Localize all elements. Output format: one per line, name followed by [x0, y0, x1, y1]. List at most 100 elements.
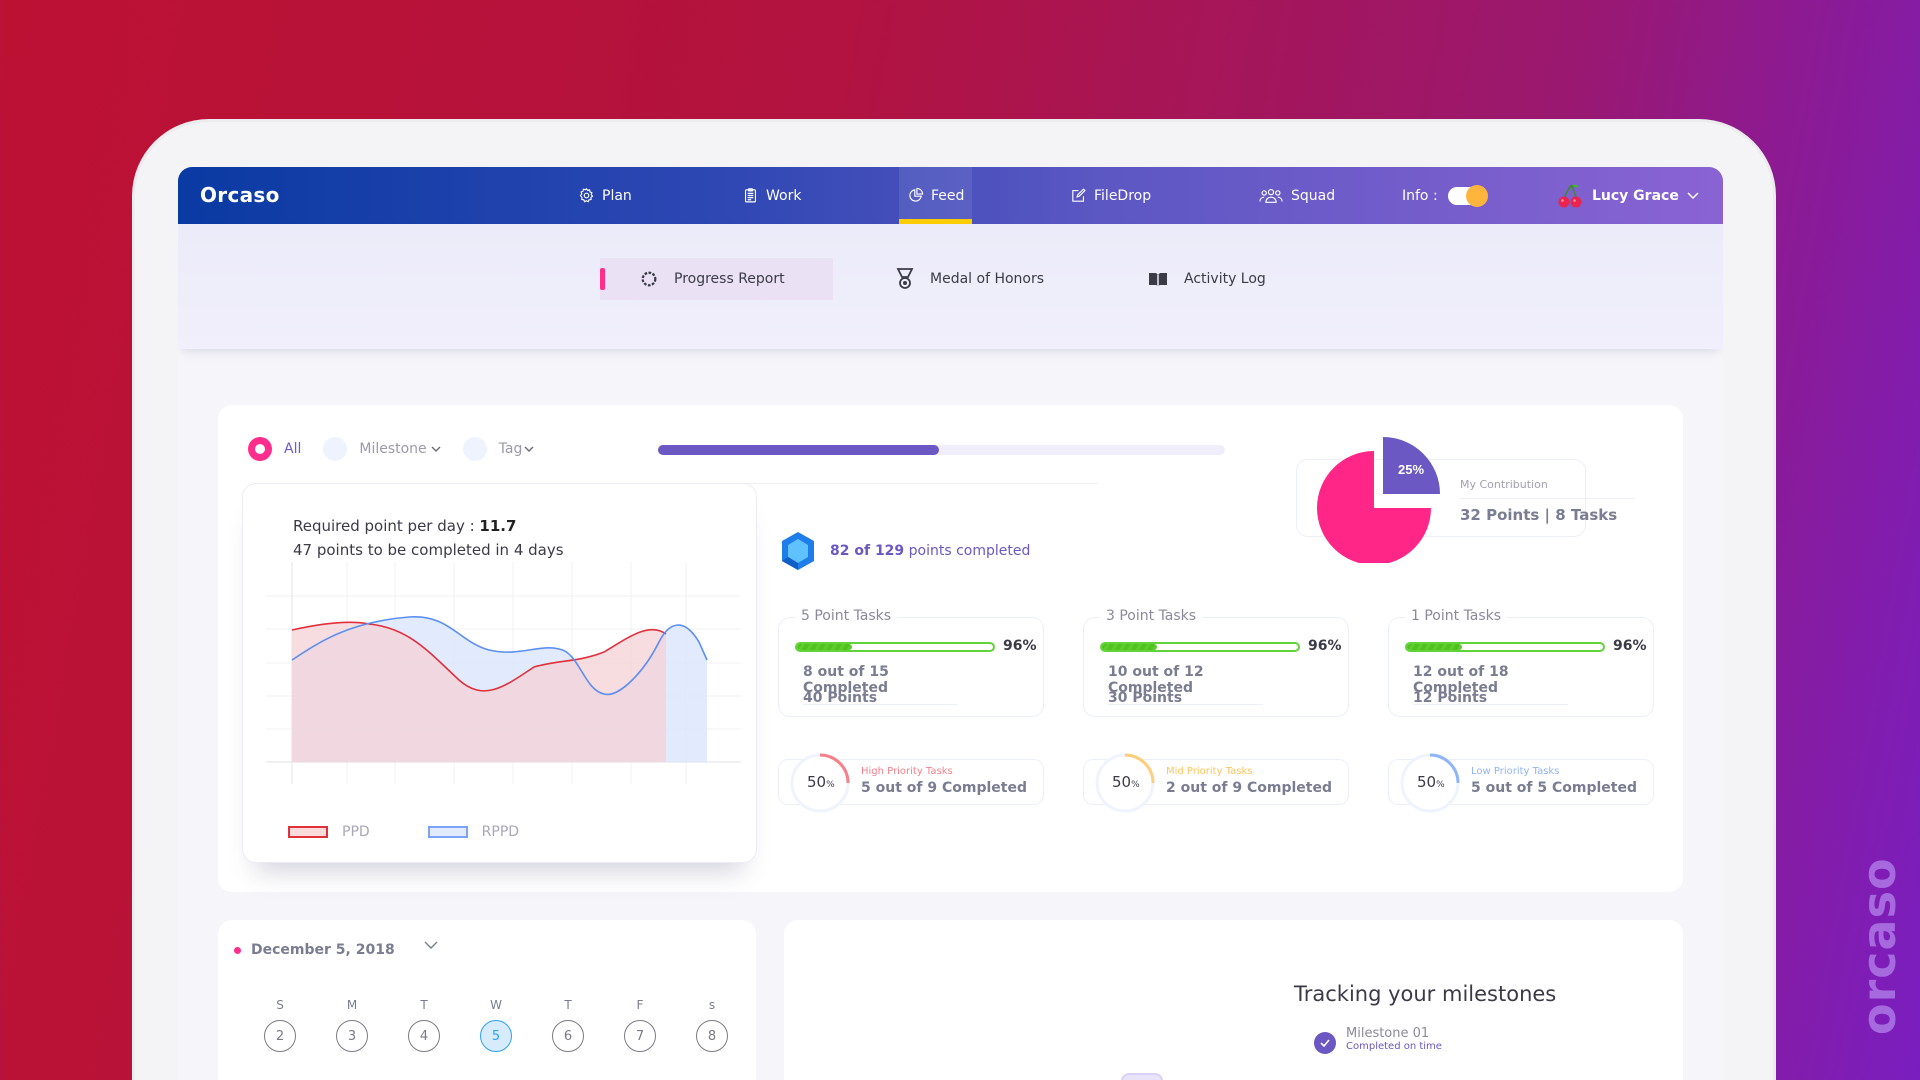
- priority-ring: [790, 753, 850, 813]
- tab-label: Progress Report: [674, 271, 785, 287]
- progress-card: All Milestone Tag Required point per day…: [218, 405, 1683, 892]
- nav-item-plan[interactable]: Plan: [578, 167, 632, 224]
- pie-chart-icon: [909, 187, 924, 202]
- tab-activity-log[interactable]: Activity Log: [1148, 258, 1266, 300]
- user-name: Lucy Grace: [1592, 187, 1679, 204]
- priority-card-mid: 50% Mid Priority Tasks 2 out of 9 Comple…: [1083, 753, 1349, 813]
- milestones-title: Tracking your milestones: [1294, 982, 1557, 1006]
- milestone-item[interactable]: Milestone 01 Completed on time: [1314, 1026, 1442, 1054]
- tab-progress-report[interactable]: Progress Report: [600, 258, 833, 300]
- priority-value: 5 out of 5 Completed: [1471, 780, 1637, 796]
- day-number[interactable]: 6: [552, 1020, 584, 1052]
- priority-percent: 50%: [1112, 773, 1140, 791]
- contribution-label: My Contribution: [1460, 478, 1635, 499]
- user-menu[interactable]: Lucy Grace: [1556, 167, 1699, 224]
- day-of-week: W: [490, 998, 502, 1012]
- task-progress-fill: [797, 644, 852, 650]
- contribution-text: My Contribution 32 Points | 8 Tasks: [1460, 478, 1635, 524]
- points-done-value: 82 of 129: [830, 543, 905, 559]
- overall-progress-fill: [658, 445, 939, 455]
- filter-label: Milestone: [359, 441, 427, 457]
- task-points: 40 Points: [803, 690, 878, 706]
- divider: [658, 483, 1098, 484]
- day-number[interactable]: 5: [480, 1020, 512, 1052]
- priority-label: Mid Priority Tasks: [1166, 766, 1253, 777]
- nav-label: Feed: [931, 187, 965, 204]
- task-progress-bar: [795, 642, 995, 652]
- priority-label: Low Priority Tasks: [1471, 766, 1560, 777]
- day-number[interactable]: 2: [264, 1020, 296, 1052]
- radio-all[interactable]: [248, 437, 272, 461]
- points-completed: 82 of 129 points completed: [780, 531, 1030, 571]
- check-icon: [1314, 1032, 1336, 1054]
- filter-label: Tag: [498, 441, 523, 457]
- legend-ppd[interactable]: PPD: [288, 824, 370, 840]
- active-tab-indicator: [600, 268, 605, 290]
- info-toggle[interactable]: [1447, 184, 1488, 207]
- filter-tag[interactable]: Tag: [462, 437, 535, 461]
- filter-milestone[interactable]: Milestone: [323, 437, 441, 461]
- priority-label: High Priority Tasks: [861, 766, 953, 777]
- date-dot: [234, 946, 241, 954]
- cherry-avatar-icon: [1558, 183, 1582, 207]
- task-percent: 96%: [1308, 638, 1342, 654]
- chevron-down-icon[interactable]: [424, 940, 438, 950]
- tab-medal-of-honors[interactable]: Medal of Honors: [896, 258, 1044, 300]
- nav-item-squad[interactable]: Squad: [1258, 167, 1335, 224]
- priority-ring: [1400, 753, 1460, 813]
- legend-rppd[interactable]: RPPD: [427, 824, 520, 840]
- chevron-down-icon: [1687, 191, 1699, 199]
- orcaso-watermark: orcaso: [1852, 857, 1906, 1035]
- calendar-date-select[interactable]: December 5, 2018: [234, 942, 395, 958]
- task-completed: 10 out of 12 Completed: [1108, 664, 1263, 705]
- nav-item-work[interactable]: Work: [742, 167, 801, 224]
- team-icon: [1259, 188, 1283, 203]
- info-label: Info :: [1402, 187, 1438, 204]
- task-group-title: 3 Point Tasks: [1100, 608, 1203, 624]
- day-of-week: S: [276, 998, 284, 1012]
- tab-label: Activity Log: [1184, 271, 1266, 287]
- toggle-knob: [1465, 184, 1488, 207]
- contribution-percent: 25%: [1398, 462, 1424, 477]
- filter-label: All: [284, 441, 302, 457]
- legend-label: PPD: [342, 824, 370, 840]
- day-number[interactable]: 8: [696, 1020, 728, 1052]
- calendar-date-label: December 5, 2018: [251, 942, 395, 958]
- legend-label: RPPD: [481, 824, 520, 840]
- day-number[interactable]: 3: [336, 1020, 368, 1052]
- ppd-chart-card: Required point per day : 11.7 47 points …: [242, 483, 757, 863]
- milestone-name: Milestone 01: [1346, 1026, 1430, 1041]
- priority-value: 2 out of 9 Completed: [1166, 780, 1332, 796]
- contribution-pie: 25%: [1317, 437, 1440, 563]
- info-toggle-group: Info :: [1402, 167, 1488, 224]
- task-group-title: 1 Point Tasks: [1405, 608, 1508, 624]
- tab-label: Medal of Honors: [930, 271, 1045, 287]
- app-logo[interactable]: Orcaso: [200, 183, 280, 207]
- radio-milestone[interactable]: [323, 437, 348, 461]
- day-of-week: T: [420, 998, 428, 1012]
- gear-icon: [579, 187, 594, 203]
- nav-item-feed[interactable]: Feed: [899, 167, 973, 224]
- chevron-down-icon: [524, 446, 534, 452]
- day-number[interactable]: 7: [624, 1020, 656, 1052]
- book-icon: [1149, 273, 1167, 286]
- radio-tag[interactable]: [462, 437, 487, 461]
- task-percent: 96%: [1613, 638, 1647, 654]
- task-group-card: 3 Point Tasks 96% 10 out of 12 Completed…: [1083, 608, 1349, 717]
- nav-item-filedrop[interactable]: FileDrop: [1070, 167, 1151, 224]
- priority-percent: 50%: [1417, 773, 1445, 791]
- medal-icon: [896, 268, 914, 289]
- day-number[interactable]: 4: [408, 1020, 440, 1052]
- priority-percent: 50%: [807, 773, 835, 791]
- task-percent: 96%: [1003, 638, 1037, 654]
- chevron-down-icon: [431, 446, 441, 452]
- filter-all[interactable]: All: [248, 437, 301, 461]
